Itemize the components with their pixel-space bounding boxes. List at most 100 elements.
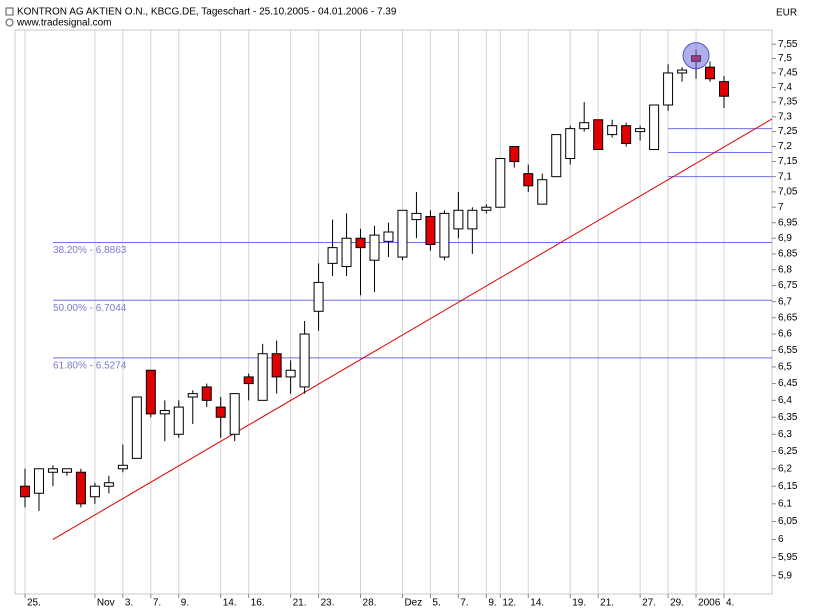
y-tick-label: 6,15	[778, 481, 798, 492]
candle-body	[509, 146, 520, 163]
candle-body	[131, 396, 142, 459]
fib-label: 61.80% - 6.5274	[53, 361, 127, 372]
x-tick-label: Nov	[97, 598, 115, 609]
icon	[5, 7, 14, 16]
candle-body	[229, 393, 240, 435]
x-tick-label: 9.	[181, 598, 189, 609]
candle-body	[33, 468, 44, 494]
candle-body	[20, 485, 30, 498]
subtitle: www.tradesignal.com	[16, 18, 111, 29]
candle-body	[523, 173, 534, 187]
candle-body	[383, 231, 394, 242]
candle-body	[551, 134, 562, 178]
candle-body	[117, 464, 128, 470]
candle-body	[243, 376, 254, 385]
candle-body	[649, 104, 660, 151]
y-tick-label: 6,9	[778, 233, 792, 244]
x-tick-label: 19.	[572, 598, 586, 609]
y-tick-label: 6,7	[778, 296, 792, 307]
y-tick-label: 7,5	[778, 53, 792, 64]
candle-body	[61, 468, 72, 473]
x-tick-label: 7.	[153, 598, 161, 609]
candle-body	[663, 72, 674, 106]
y-tick-label: 6,35	[778, 412, 798, 423]
x-tick-label: Dez	[404, 598, 422, 609]
y-tick-label: 6,6	[778, 329, 792, 340]
candle-body	[411, 212, 422, 221]
y-tick-label: 6,05	[778, 516, 798, 527]
y-tick-label: 6,85	[778, 249, 798, 260]
y-tick-label: 6,5	[778, 362, 792, 373]
candle-body	[299, 333, 310, 388]
y-tick-label: 7,3	[778, 111, 792, 122]
x-tick-label: 7.	[460, 598, 468, 609]
y-tick-label: 6,55	[778, 345, 798, 356]
candle-body	[159, 409, 170, 415]
candle-body	[201, 386, 212, 401]
y-tick-label: 7,45	[778, 68, 798, 79]
y-tick-label: 5,9	[778, 570, 792, 581]
x-tick-label: 9.	[488, 598, 496, 609]
candle-body	[187, 393, 198, 398]
y-tick-label: 6,3	[778, 429, 792, 440]
candle-body	[285, 369, 296, 378]
candle-body	[677, 69, 688, 74]
x-tick-label: 28.	[363, 598, 377, 609]
x-tick-label: 2006	[698, 598, 721, 609]
candle-body	[607, 125, 618, 136]
x-tick-label: 4.	[726, 598, 734, 609]
y-tick-label: 7,05	[778, 187, 798, 198]
candle-body	[89, 485, 100, 498]
y-tick-label: 6,65	[778, 312, 798, 323]
candle-body	[593, 119, 604, 151]
candle-body	[369, 234, 380, 261]
candle-body	[145, 369, 156, 415]
y-tick-label: 7,55	[778, 39, 798, 50]
x-tick-label: 14.	[530, 598, 544, 609]
x-tick-label: 25.	[27, 598, 41, 609]
y-tick-label: 7,2	[778, 141, 792, 152]
y-tick-label: 7	[778, 202, 784, 213]
candle-body	[495, 158, 506, 208]
x-tick-label: 21.	[293, 598, 307, 609]
y-tick-label: 6	[778, 534, 784, 545]
x-tick-label: 16.	[251, 598, 265, 609]
y-tick-label: 7,35	[778, 97, 798, 108]
y-tick-label: 6,8	[778, 264, 792, 275]
candle-body	[453, 209, 464, 230]
candle-body	[327, 247, 338, 264]
highlight	[682, 42, 710, 70]
candle-body	[481, 206, 492, 211]
y-tick-label: 6,75	[778, 280, 798, 291]
trend-line	[52, 118, 773, 540]
candle-body	[173, 406, 184, 435]
candle-body	[271, 353, 282, 378]
y-tick-label: 6,45	[778, 378, 798, 389]
y-tick-label: 6,2	[778, 463, 792, 474]
x-tick-label: 27.	[642, 598, 656, 609]
chart-title: KONTRON AG AKTIEN O.N., KBCG.DE, Tagesch…	[17, 7, 397, 18]
x-tick-label: 23.	[321, 598, 335, 609]
candle-body	[215, 406, 226, 418]
fib-label: 38.20% - 6.8863	[53, 245, 127, 256]
candle-body	[621, 125, 632, 145]
x-tick-label: 12.	[502, 598, 516, 609]
candle-body	[565, 128, 576, 160]
y-tick-label: 5,95	[778, 552, 798, 563]
fib-label: 50.00% - 6.7044	[53, 303, 127, 314]
x-tick-label: 21.	[600, 598, 614, 609]
x-tick-label: 14.	[223, 598, 237, 609]
candle-body	[705, 66, 716, 80]
y-tick-label: 7,4	[778, 82, 792, 93]
candle-body	[439, 212, 450, 258]
candle-body	[579, 122, 590, 130]
candle-body	[313, 281, 324, 312]
y-tick-label: 7,25	[778, 126, 798, 137]
candle-body	[341, 237, 352, 268]
y-tick-label: 6,1	[778, 498, 792, 509]
x-tick-label: 29.	[670, 598, 684, 609]
y-tick-label: 7,15	[778, 156, 798, 167]
candle-body	[103, 482, 114, 487]
y-tick-label: 6,95	[778, 217, 798, 228]
